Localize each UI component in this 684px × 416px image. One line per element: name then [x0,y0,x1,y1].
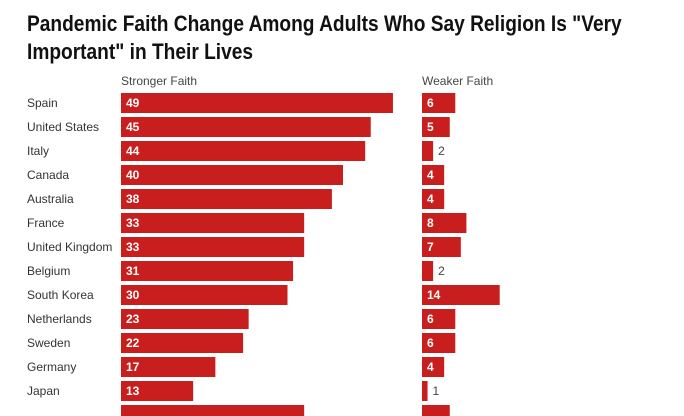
weaker-faith-bar [422,333,456,353]
data-label: 13 [126,384,140,398]
category-label: Italy [27,144,49,158]
data-label: 8 [427,216,434,230]
stronger-faith-bar [121,357,216,377]
weaker-faith-bar [422,405,450,416]
category-label: United Kingdom [27,240,112,254]
stronger-faith-bar [121,261,294,281]
chart-title: Pandemic Faith Change Among Adults Who S… [27,11,622,64]
weaker-faith-bar [422,189,445,209]
category-label: Germany [27,360,76,374]
stronger-faith-bar [121,285,288,305]
data-label: 22 [126,336,140,350]
data-label: 33 [126,216,140,230]
weaker-faith-bar [422,381,428,401]
weaker-faith-bar [422,213,467,233]
stronger-faith-bar [121,117,371,137]
weaker-faith-bar [422,165,445,185]
stronger-faith-bar [121,333,244,353]
stronger-faith-bar [121,213,305,233]
category-label: Netherlands [27,312,92,326]
data-label: 44 [126,144,140,158]
data-label: 1 [433,384,440,398]
data-label: 5 [427,120,434,134]
stronger-faith-bar [121,237,305,257]
weaker-faith-bar [422,237,461,257]
data-label: 49 [126,96,140,110]
category-label: United States [27,120,99,134]
stronger-faith-bar [121,189,332,209]
weaker-faith-bar [422,357,445,377]
data-label: 14 [427,288,441,302]
stronger-faith-bar [121,405,305,416]
weaker-faith-bar [422,141,434,161]
stronger-faith-bar [121,93,393,113]
weaker-faith-bar [422,309,456,329]
category-label: Canada [27,168,69,182]
data-label: 2 [438,144,445,158]
data-label: 2 [438,264,445,278]
data-label: 6 [427,96,434,110]
stronger-faith-bar [121,141,366,161]
stronger-faith-bar [121,165,343,185]
category-label: Japan [27,384,60,398]
category-label: France [27,216,65,230]
data-label: 17 [126,360,140,374]
data-label: 6 [427,336,434,350]
category-label: South Korea [27,288,94,302]
stronger-faith-bar [121,381,194,401]
data-label: 33 [126,240,140,254]
data-label: 31 [126,264,140,278]
data-label: 6 [427,312,434,326]
data-label: 30 [126,288,140,302]
category-label: Sweden [27,336,70,350]
weaker-faith-bar [422,117,450,137]
data-label: 4 [427,360,434,374]
category-label: Spain [27,96,58,110]
weaker-faith-header: Weaker Faith [422,74,494,88]
data-label: 40 [126,168,140,182]
data-label: 45 [126,120,140,134]
stronger-faith-header: Stronger Faith [121,74,198,88]
weaker-faith-bar [422,93,456,113]
category-label: Australia [27,192,74,206]
weaker-faith-bar [422,285,500,305]
data-label: 23 [126,312,140,326]
data-label: 38 [126,192,140,206]
stronger-faith-bar [121,309,249,329]
weaker-faith-bar [422,261,434,281]
data-label: 7 [427,240,434,254]
data-label: 4 [427,192,434,206]
data-label: 4 [427,168,434,182]
category-label: Belgium [27,264,70,278]
